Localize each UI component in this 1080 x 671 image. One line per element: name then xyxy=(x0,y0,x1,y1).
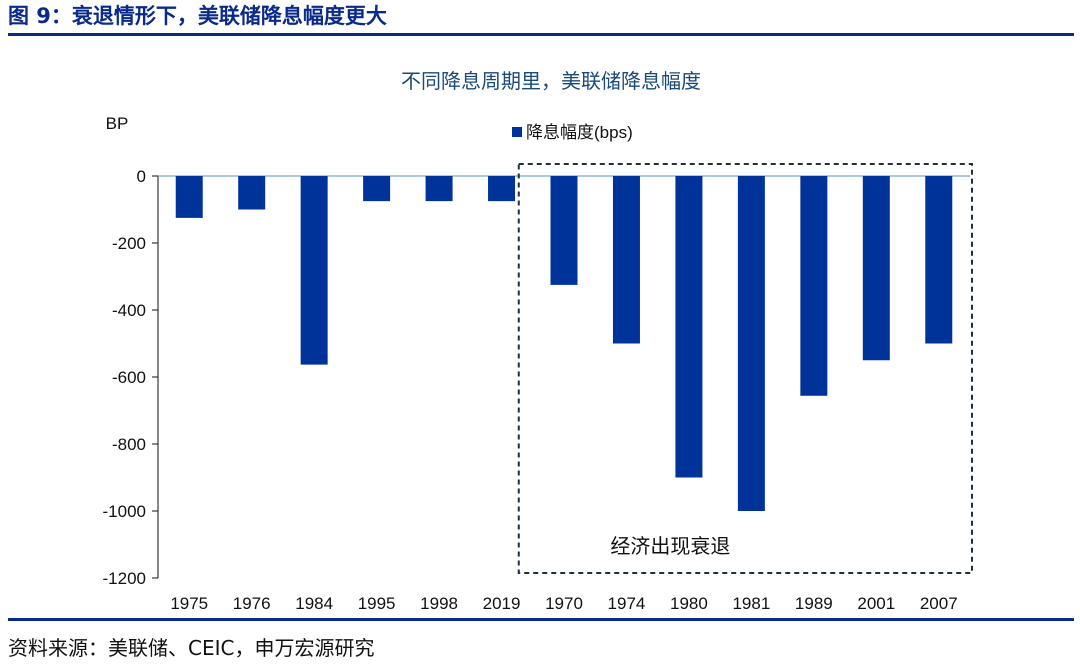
bar-1989 xyxy=(800,176,828,396)
x-tick-label: 1974 xyxy=(608,594,646,613)
x-tick-label: 2001 xyxy=(857,594,895,613)
recession-box xyxy=(517,163,973,574)
x-tick-label: 1989 xyxy=(795,594,833,613)
x-tick-label: 2007 xyxy=(920,594,958,613)
bar-2019 xyxy=(488,176,516,202)
bar-1976 xyxy=(238,176,266,210)
y-tick-label: -200 xyxy=(112,234,146,253)
bar-1995 xyxy=(363,176,391,202)
legend-swatch xyxy=(512,127,522,137)
y-tick-label: 0 xyxy=(137,167,146,186)
recession-annotation: 经济出现衰退 xyxy=(610,535,730,558)
bar-1970 xyxy=(550,176,578,285)
x-tick-label: 1980 xyxy=(670,594,708,613)
bar-1975 xyxy=(175,176,203,218)
bottom-rule xyxy=(8,618,1074,621)
bar-2007 xyxy=(925,176,953,344)
source-note: 资料来源：美联储、CEIC，申万宏源研究 xyxy=(8,636,375,660)
legend-label: 降息幅度(bps) xyxy=(526,123,633,142)
y-tick-label: -1000 xyxy=(103,502,146,521)
x-tick-label: 1970 xyxy=(545,594,583,613)
bar-1974 xyxy=(612,176,640,344)
chart-title: 不同降息周期里，美联储降息幅度 xyxy=(401,70,701,93)
bar-1980 xyxy=(675,176,703,478)
x-tick-label: 1995 xyxy=(358,594,396,613)
figure-title: 图 9：衰退情形下，美联储降息幅度更大 xyxy=(8,4,387,28)
top-rule xyxy=(8,33,1074,36)
x-tick-label: 1975 xyxy=(170,594,208,613)
y-tick-label: -400 xyxy=(112,301,146,320)
x-tick-label: 1984 xyxy=(295,594,333,613)
y-axis-label: BP xyxy=(106,114,129,133)
x-tick-label: 1998 xyxy=(420,594,458,613)
bar-1981 xyxy=(737,176,765,511)
bar-1998 xyxy=(425,176,453,202)
bar-2001 xyxy=(862,176,890,361)
y-tick-label: -1200 xyxy=(103,569,146,588)
bar-1984 xyxy=(300,176,328,365)
x-tick-label: 2019 xyxy=(483,594,521,613)
x-tick-label: 1976 xyxy=(233,594,271,613)
y-tick-label: -600 xyxy=(112,368,146,387)
y-tick-label: -800 xyxy=(112,435,146,454)
x-tick-label: 1981 xyxy=(732,594,770,613)
